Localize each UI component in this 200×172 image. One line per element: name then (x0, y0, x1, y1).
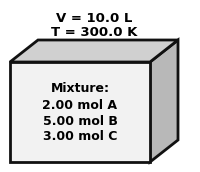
Text: V = 10.0 L: V = 10.0 L (56, 12, 132, 24)
Text: 5.00 mol B: 5.00 mol B (43, 115, 117, 128)
Polygon shape (10, 62, 150, 162)
Polygon shape (10, 40, 178, 62)
Text: Mixture:: Mixture: (50, 82, 110, 95)
Text: 3.00 mol C: 3.00 mol C (43, 130, 117, 143)
Polygon shape (150, 40, 178, 162)
Text: T = 300.0 K: T = 300.0 K (51, 25, 137, 39)
Text: 2.00 mol A: 2.00 mol A (42, 99, 118, 112)
